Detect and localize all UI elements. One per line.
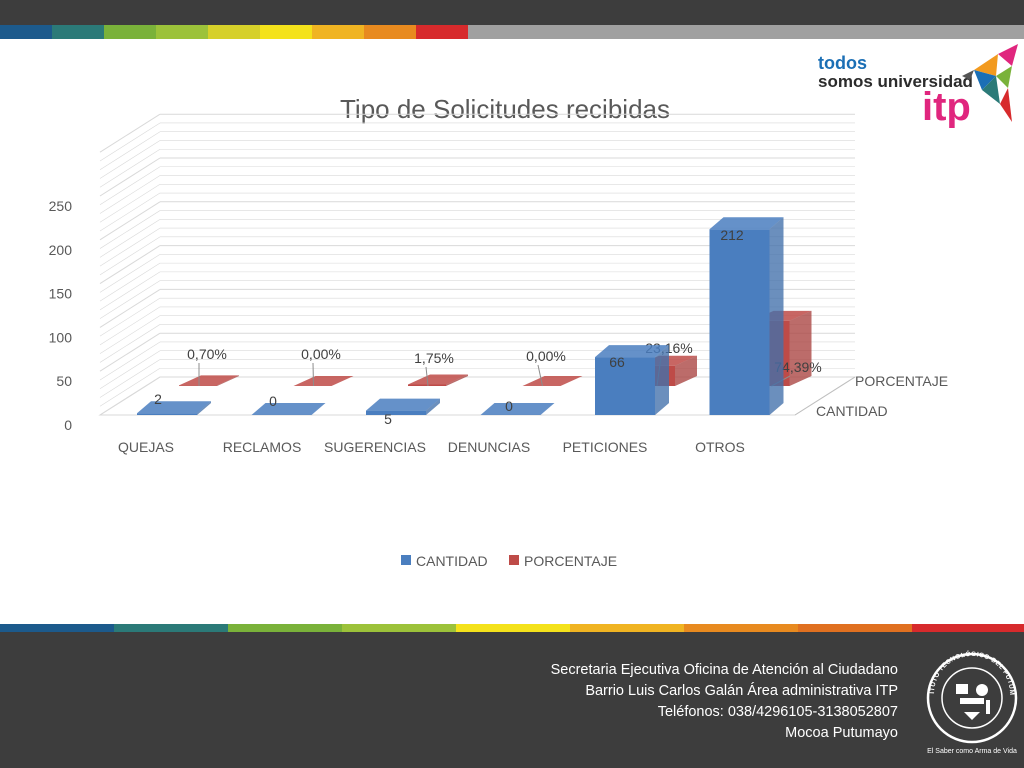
porcentaje-data-label: 0,70%	[187, 346, 227, 362]
stripe-segment	[208, 25, 260, 39]
logo-slogan-line1: todos	[818, 53, 867, 73]
x-category-label: OTROS	[695, 439, 745, 455]
legend-swatch	[509, 555, 519, 565]
seal-ring-icon	[926, 652, 1018, 744]
data-label-leader	[425, 366, 429, 387]
data-label-leader	[312, 362, 314, 387]
stripe-segment	[570, 624, 684, 632]
legend-label: PORCENTAJE	[524, 553, 617, 569]
footer-line-office: Secretaria Ejecutiva Oficina de Atención…	[550, 662, 898, 678]
cantidad-data-label: 0	[269, 393, 277, 409]
stripe-segment	[0, 624, 114, 632]
porcentaje-bar	[293, 376, 354, 386]
cantidad-data-label: 2	[154, 391, 162, 407]
logo-slogan-line2: somos universidad	[818, 72, 973, 91]
legend-label: CANTIDAD	[416, 553, 488, 569]
porcentaje-bar	[522, 376, 583, 386]
legend-swatch	[401, 555, 411, 565]
porcentaje-data-label: 1,75%	[414, 350, 454, 366]
itp-logo: todos somos universidad itp	[818, 44, 1018, 128]
seal-emblem-icon	[956, 684, 990, 720]
footer-contact: Secretaria Ejecutiva Oficina de Atención…	[551, 660, 898, 744]
stripe-segment	[260, 25, 312, 39]
cantidad-data-label: 66	[609, 354, 625, 370]
stripe-segment	[342, 624, 456, 632]
chart-title: Tipo de Solicitudes recibidas	[340, 94, 670, 124]
data-label-leader	[537, 364, 543, 387]
footer-line-address: Barrio Luis Carlos Galán Área administra…	[585, 683, 898, 699]
chart-legend: CANTIDAD PORCENTAJE	[401, 553, 617, 569]
stripe-segment	[104, 25, 156, 39]
stripe-segment	[114, 624, 228, 632]
depth-axis-label: PORCENTAJE	[855, 373, 948, 389]
bar-chart: Tipo de Solicitudes recibidas 0501001502…	[49, 94, 948, 569]
stripe-segment	[156, 25, 208, 39]
y-tick-label: 0	[64, 417, 72, 433]
stripe-segment	[798, 624, 912, 632]
footer-line-phones: Teléfonos: 038/4296105-3138052807	[657, 704, 898, 720]
stripe-segment	[416, 25, 468, 39]
stripe-segment	[312, 25, 364, 39]
x-category-label: DENUNCIAS	[448, 439, 530, 455]
top-color-stripe	[0, 25, 1024, 39]
cantidad-bar	[366, 398, 440, 415]
y-tick-label: 250	[49, 198, 73, 214]
y-tick-label: 150	[49, 286, 73, 302]
chart-marks: 0,70%0,00%1,75%0,00%23,16%74,39%20506621…	[118, 217, 822, 455]
footer: Secretaria Ejecutiva Oficina de Atención…	[0, 632, 1024, 768]
cantidad-bar	[251, 403, 326, 415]
cantidad-bar	[480, 403, 555, 415]
top-header-bar	[0, 0, 1024, 25]
x-category-label: SUGERENCIAS	[324, 439, 426, 455]
depth-axis-label: CANTIDAD	[816, 403, 888, 419]
porcentaje-data-label: 74,39%	[774, 359, 821, 375]
cantidad-data-label: 212	[720, 227, 744, 243]
x-category-label: RECLAMOS	[223, 439, 302, 455]
bottom-color-stripe	[0, 624, 1024, 632]
y-tick-label: 50	[56, 373, 72, 389]
stripe-segment	[468, 25, 1024, 39]
seal-motto: El Saber como Arma de Vida	[927, 748, 1017, 755]
logo-acronym: itp	[922, 85, 971, 128]
y-tick-label: 100	[49, 329, 73, 345]
stripe-segment	[0, 25, 52, 39]
cantidad-bar	[137, 401, 211, 415]
x-category-label: PETICIONES	[563, 439, 648, 455]
footer-line-city: Mocoa Putumayo	[785, 725, 898, 741]
itp-seal: INSTITUTO TECNOLÓGICO DEL PUTUMAYO El Sa…	[920, 632, 1018, 755]
porcentaje-bar	[408, 374, 468, 386]
stripe-segment	[52, 25, 104, 39]
porcentaje-data-label: 0,00%	[526, 348, 566, 364]
y-tick-label: 200	[49, 242, 73, 258]
stripe-segment	[228, 624, 342, 632]
cantidad-bar	[709, 217, 784, 415]
porcentaje-bar	[179, 375, 239, 386]
porcentaje-data-label: 0,00%	[301, 346, 341, 362]
cantidad-bar	[595, 345, 669, 415]
stripe-segment	[456, 624, 570, 632]
cantidad-data-label: 0	[505, 398, 513, 414]
stripe-segment	[912, 624, 1024, 632]
stripe-segment	[364, 25, 416, 39]
hummingbird-icon	[962, 44, 1018, 122]
x-category-label: QUEJAS	[118, 439, 174, 455]
cantidad-data-label: 5	[384, 411, 392, 427]
stripe-segment	[684, 624, 798, 632]
